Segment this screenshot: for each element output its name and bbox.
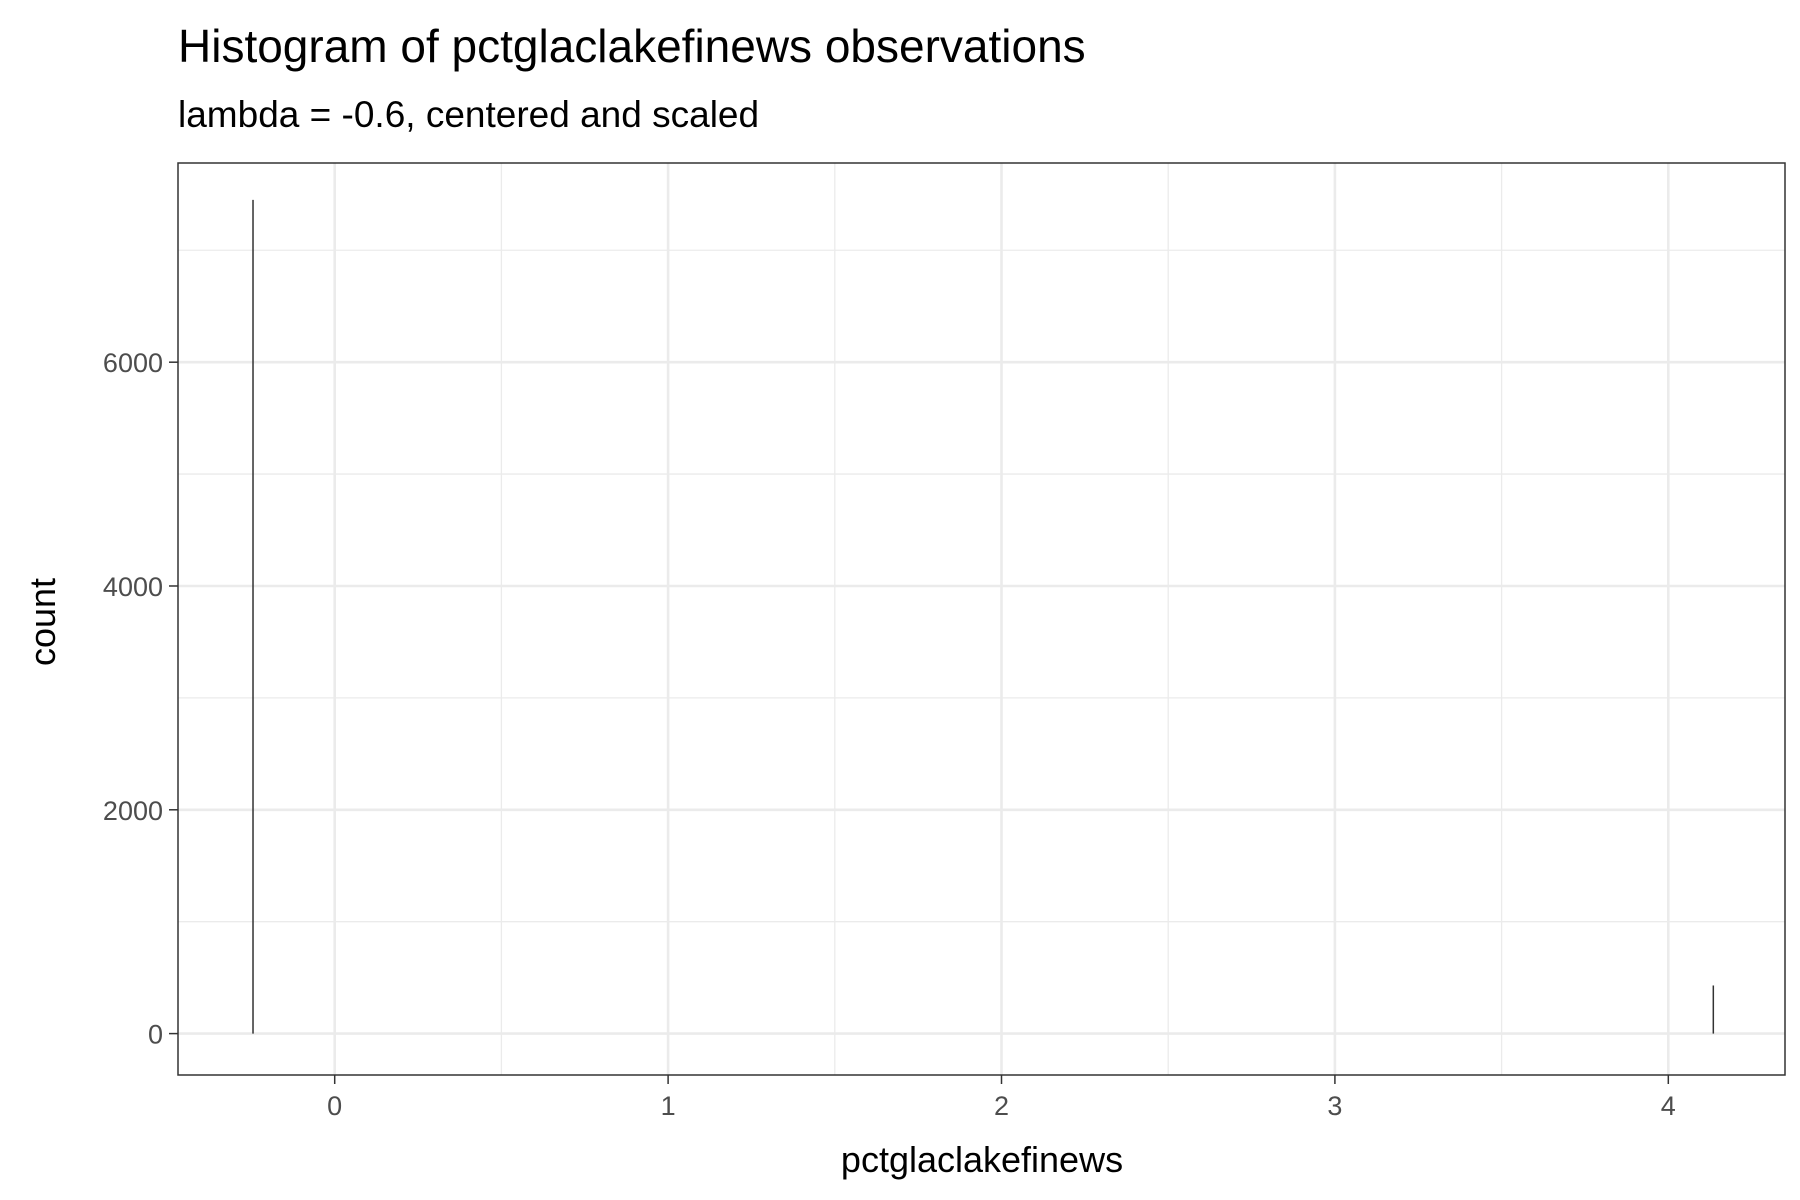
chart-subtitle: lambda = -0.6, centered and scaled [178, 94, 759, 135]
panel-border [177, 162, 1786, 1076]
y-tick-label: 2000 [103, 796, 163, 826]
y-axis-title: count [22, 578, 63, 666]
y-tick-label: 4000 [103, 572, 163, 602]
x-tick-label: 0 [327, 1091, 342, 1121]
x-axis: 0 1 2 3 4 [327, 1075, 1676, 1121]
grid-major [178, 163, 1785, 1075]
y-tick-label: 0 [148, 1020, 163, 1050]
y-tick-label: 6000 [103, 348, 163, 378]
histogram-bars [252, 199, 1715, 1034]
x-tick-label: 4 [1661, 1091, 1676, 1121]
chart-title: Histogram of pctglaclakefinews observati… [178, 20, 1086, 72]
grid-minor [178, 163, 1785, 1075]
x-tick-label: 2 [994, 1091, 1009, 1121]
y-axis: 0 2000 4000 6000 [103, 348, 178, 1050]
x-axis-title: pctglaclakefinews [841, 1139, 1123, 1180]
x-tick-label: 3 [1327, 1091, 1342, 1121]
x-tick-label: 1 [661, 1091, 676, 1121]
